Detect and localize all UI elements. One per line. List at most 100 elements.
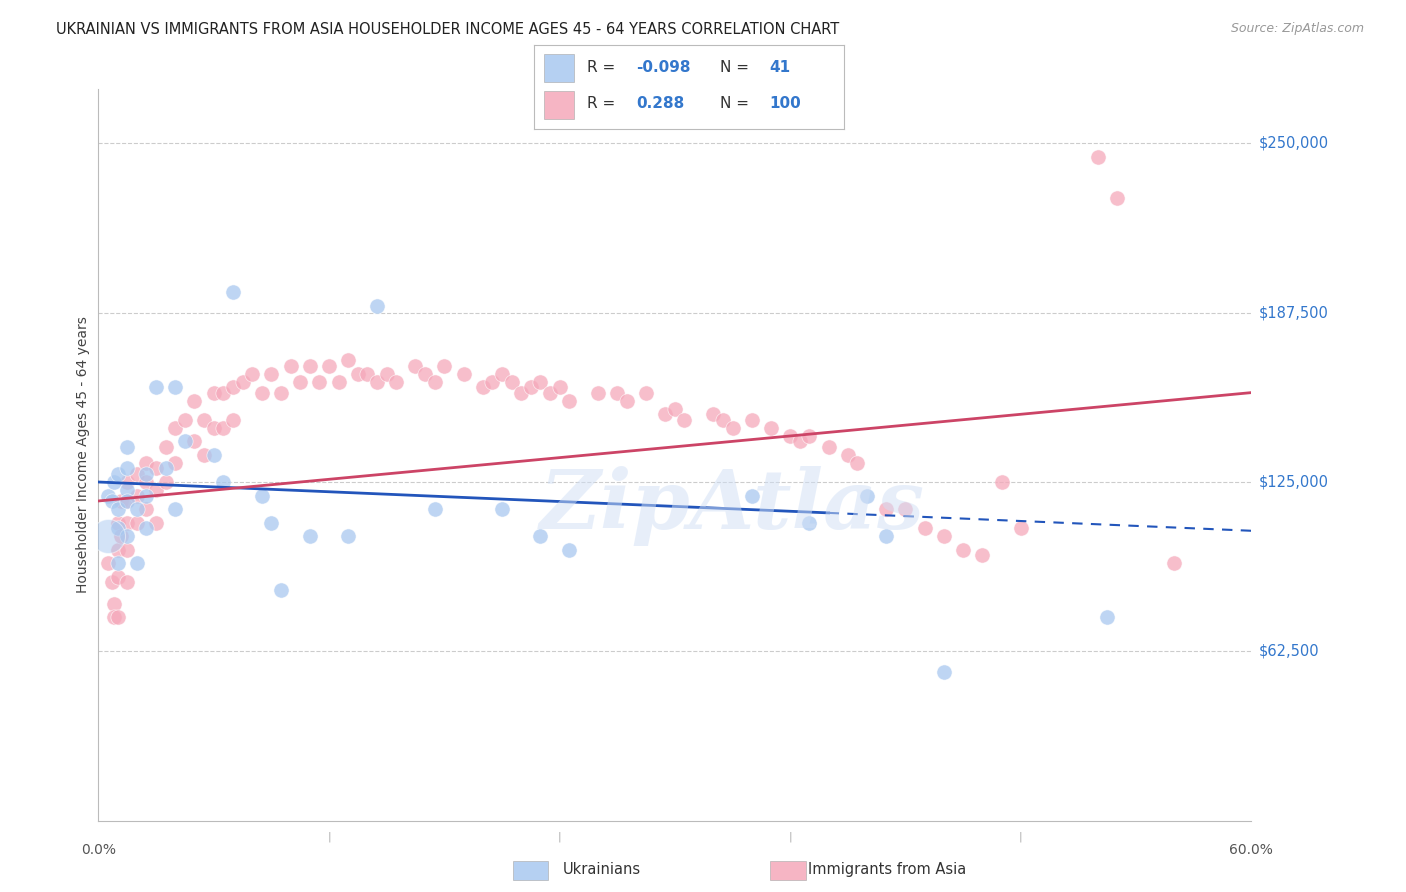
Point	[97, 489, 120, 503]
Point	[366, 375, 388, 389]
Point	[337, 529, 360, 543]
Point	[510, 385, 533, 400]
Text: UKRAINIAN VS IMMIGRANTS FROM ASIA HOUSEHOLDER INCOME AGES 45 - 64 YEARS CORRELAT: UKRAINIAN VS IMMIGRANTS FROM ASIA HOUSEH…	[56, 22, 839, 37]
Point	[548, 380, 571, 394]
Point	[972, 548, 994, 562]
Point	[125, 502, 148, 516]
Point	[107, 570, 129, 584]
Point	[103, 597, 125, 611]
Point	[290, 375, 312, 389]
Point	[586, 385, 609, 400]
Point	[375, 367, 398, 381]
Point	[155, 475, 177, 489]
Y-axis label: Householder Income Ages 45 - 64 years: Householder Income Ages 45 - 64 years	[76, 317, 90, 593]
Point	[366, 299, 388, 313]
Point	[654, 407, 676, 421]
Point	[110, 529, 132, 543]
Point	[202, 448, 225, 462]
Point	[193, 448, 215, 462]
Point	[107, 521, 129, 535]
Point	[135, 467, 157, 481]
Point	[789, 434, 811, 449]
Point	[222, 413, 245, 427]
Point	[799, 516, 821, 530]
Point	[741, 413, 763, 427]
Point	[145, 380, 167, 394]
Point	[135, 521, 157, 535]
Point	[328, 375, 350, 389]
Point	[846, 456, 869, 470]
Point	[117, 461, 138, 475]
Point	[501, 375, 523, 389]
Point	[174, 413, 197, 427]
Text: |: |	[1019, 831, 1022, 842]
Text: R =: R =	[586, 60, 620, 75]
Point	[165, 502, 187, 516]
Point	[471, 380, 494, 394]
Text: R =: R =	[586, 96, 624, 112]
Point	[202, 385, 225, 400]
Point	[260, 367, 283, 381]
Point	[107, 502, 129, 516]
Text: 41: 41	[769, 60, 790, 75]
Point	[165, 380, 187, 394]
Point	[270, 385, 292, 400]
Point	[1105, 190, 1128, 204]
Point	[529, 375, 551, 389]
Point	[308, 375, 330, 389]
Point	[952, 542, 974, 557]
Point	[174, 434, 197, 449]
Point	[250, 489, 273, 503]
Point	[664, 401, 686, 416]
Point	[117, 494, 138, 508]
Point	[298, 359, 321, 373]
Point	[135, 456, 157, 470]
Point	[125, 516, 148, 530]
Point	[932, 665, 955, 679]
Point	[423, 375, 446, 389]
Point	[117, 542, 138, 557]
Point	[107, 542, 129, 557]
Point	[1163, 556, 1185, 570]
Point	[103, 475, 125, 489]
Text: $250,000: $250,000	[1258, 136, 1329, 151]
Point	[491, 502, 513, 516]
Text: |: |	[789, 831, 792, 842]
Point	[817, 440, 839, 454]
Point	[280, 359, 302, 373]
Point	[337, 353, 360, 368]
Text: N =: N =	[720, 96, 754, 112]
Point	[183, 393, 205, 408]
Point	[135, 489, 157, 503]
Point	[538, 385, 561, 400]
Point	[107, 467, 129, 481]
Text: |: |	[558, 831, 561, 842]
Point	[212, 385, 235, 400]
Point	[212, 475, 235, 489]
Point	[405, 359, 427, 373]
Point	[222, 285, 245, 300]
Point	[616, 393, 638, 408]
Point	[125, 489, 148, 503]
Text: $187,500: $187,500	[1258, 305, 1329, 320]
Text: 0.288: 0.288	[637, 96, 685, 112]
Point	[145, 516, 167, 530]
Point	[125, 467, 148, 481]
Point	[103, 610, 125, 624]
Point	[837, 448, 859, 462]
Text: N =: N =	[720, 60, 754, 75]
Text: Source: ZipAtlas.com: Source: ZipAtlas.com	[1230, 22, 1364, 36]
Point	[799, 429, 821, 443]
Point	[356, 367, 378, 381]
Text: ZipAtlas: ZipAtlas	[540, 467, 925, 546]
Point	[117, 494, 138, 508]
Point	[117, 516, 138, 530]
Point	[673, 413, 696, 427]
Point	[491, 367, 513, 381]
Point	[183, 434, 205, 449]
Point	[117, 440, 138, 454]
Point	[202, 421, 225, 435]
Point	[318, 359, 340, 373]
Text: 100: 100	[769, 96, 801, 112]
Point	[117, 475, 138, 489]
